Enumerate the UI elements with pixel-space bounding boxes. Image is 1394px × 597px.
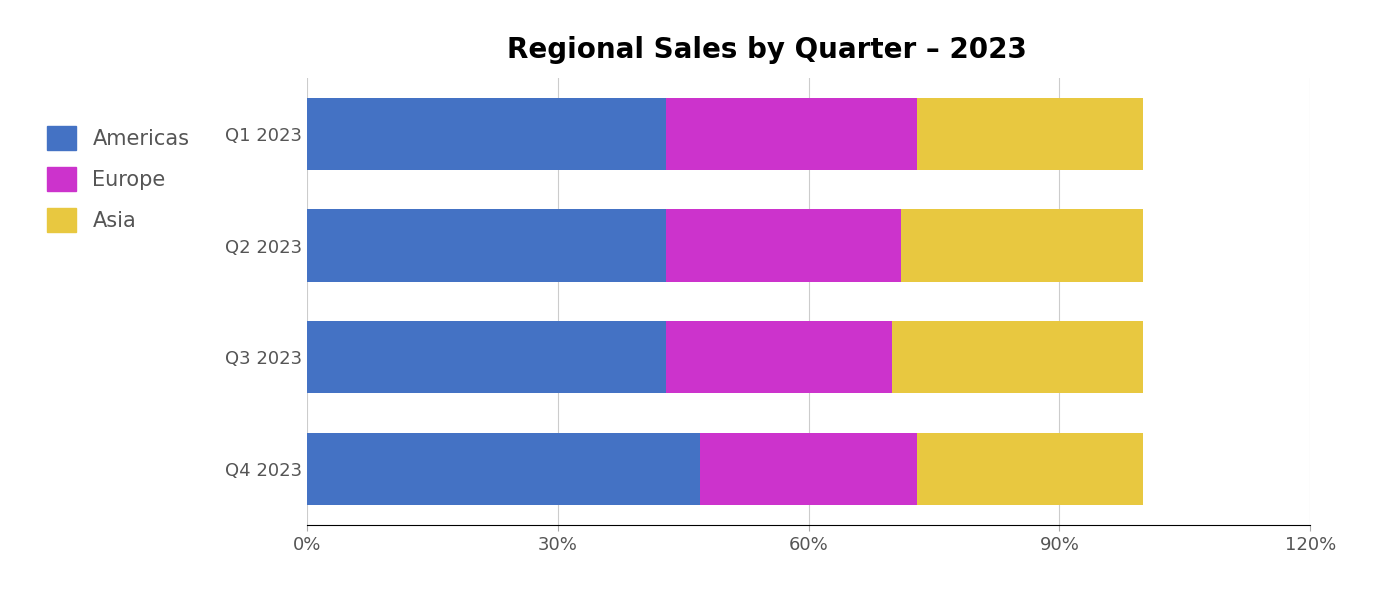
Bar: [666, 321, 892, 393]
Bar: [917, 432, 1143, 505]
Text: Regional Sales by Quarter – 2023: Regional Sales by Quarter – 2023: [507, 36, 1026, 64]
Bar: [307, 321, 666, 393]
Bar: [917, 98, 1143, 171]
Bar: [666, 210, 901, 282]
Bar: [901, 210, 1143, 282]
Legend: Americas, Europe, Asia: Americas, Europe, Asia: [38, 118, 198, 240]
Bar: [307, 98, 666, 171]
Bar: [700, 432, 917, 505]
Bar: [892, 321, 1143, 393]
Bar: [307, 210, 666, 282]
Bar: [307, 432, 700, 505]
Bar: [666, 98, 917, 171]
